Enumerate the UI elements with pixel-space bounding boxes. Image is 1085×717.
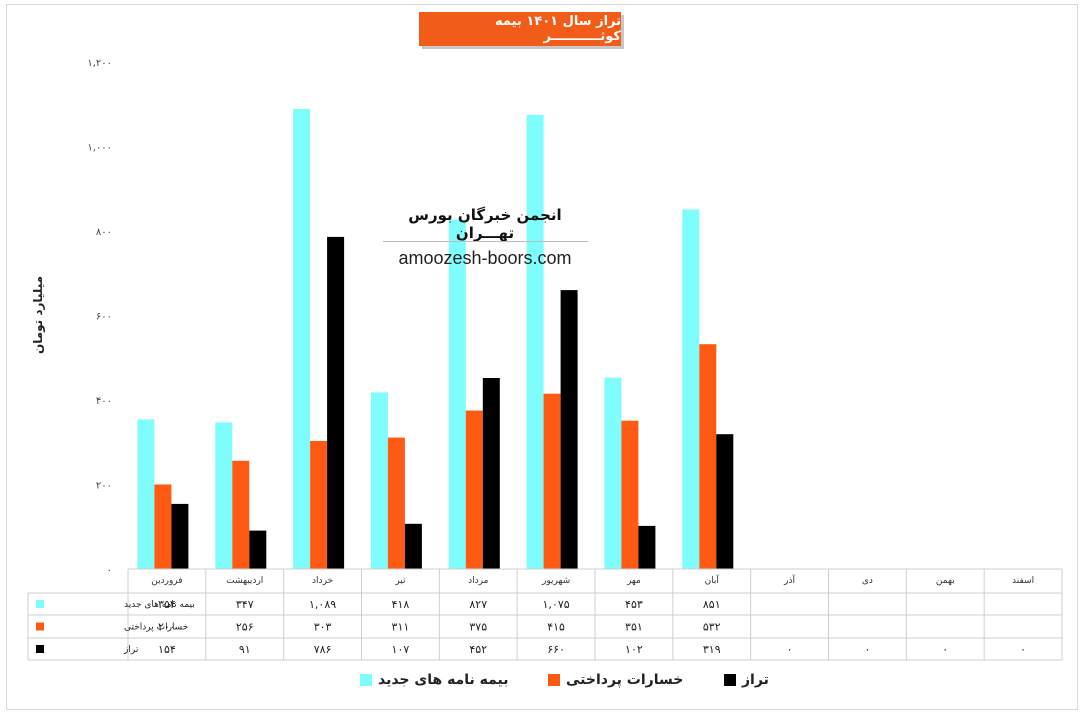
table-cell-value: ۴۱۸ — [392, 598, 410, 611]
y-axis-label: میلیارد تومان — [31, 276, 46, 354]
table-cell-value: ۳۵۴ — [158, 598, 176, 611]
table-cell-value: ۱,۰۷۵ — [543, 598, 570, 611]
table-cell-value: ۲۵۶ — [236, 621, 254, 634]
table-cell-value: ۴۵۲ — [469, 643, 487, 656]
y-tick-label: ۲۰۰ — [96, 481, 112, 492]
legend-swatch-1 — [548, 674, 560, 686]
table-cell-value: ۹۱ — [239, 643, 251, 656]
bar-2-4 — [482, 378, 500, 569]
bar-0-0 — [137, 419, 155, 569]
row-legend-key-2 — [36, 645, 44, 653]
category-label: مرداد — [468, 576, 488, 586]
y-tick-label: ۸۰۰ — [96, 227, 112, 238]
table-cell-value: ۸۵۱ — [703, 598, 721, 611]
bar-2-3 — [404, 523, 422, 569]
y-tick-label: ۱,۲۰۰ — [87, 58, 112, 69]
bar-0-4 — [448, 219, 466, 569]
y-tick-label: ۰ — [107, 565, 112, 576]
category-label: آذر — [783, 574, 795, 586]
bar-0-3 — [370, 392, 388, 569]
watermark-divider — [383, 241, 588, 242]
category-label: تیر — [394, 576, 406, 586]
bar-0-7 — [682, 209, 700, 569]
bar-0-6 — [604, 377, 622, 569]
bar-0-2 — [293, 108, 311, 570]
bar-2-7 — [716, 434, 734, 569]
legend-label-2: تراز — [742, 672, 769, 688]
category-label: فروردین — [151, 576, 182, 586]
legend-item-1: خسارات پرداختی — [548, 672, 683, 688]
chart-legend: بیمه نامه های جدید خسارات پرداختی تراز — [0, 672, 1085, 696]
bar-2-2 — [327, 236, 345, 569]
bar-2-6 — [638, 525, 656, 569]
category-label: آبان — [705, 574, 720, 586]
table-cell-value: ۰ — [864, 643, 870, 656]
bar-1-7 — [699, 344, 717, 569]
chart-frame — [6, 4, 1078, 710]
row-label-0: بیمه نامه های جدید — [124, 600, 195, 610]
bar-1-4 — [465, 410, 483, 569]
row-legend-key-1 — [36, 622, 44, 631]
legend-label-0: بیمه نامه های جدید — [378, 672, 509, 688]
legend-swatch-0 — [360, 674, 372, 686]
bar-1-5 — [543, 393, 561, 569]
bar-1-2 — [310, 441, 328, 569]
category-label: مهر — [626, 576, 641, 586]
bar-0-5 — [526, 114, 544, 570]
category-label: شهریور — [541, 576, 570, 586]
bar-2-5 — [560, 290, 578, 569]
bar-2-0 — [171, 503, 189, 569]
chart-title: تراز سال ۱۴۰۱ بیمه کوثـــــــــــر — [419, 12, 621, 46]
table-cell-value: ۲۰۰ — [158, 621, 176, 634]
bar-1-6 — [621, 420, 639, 569]
legend-label-1: خسارات پرداختی — [566, 672, 684, 688]
bar-1-1 — [232, 460, 250, 569]
table-cell-value: ۳۷۵ — [469, 621, 487, 634]
table-cell-value: ۳۱۹ — [703, 643, 721, 656]
bar-0-1 — [215, 422, 233, 569]
legend-swatch-2 — [724, 674, 736, 686]
table-cell-value: ۱۵۴ — [158, 643, 176, 656]
legend-item-2: تراز — [724, 672, 769, 688]
y-tick-label: ۶۰۰ — [96, 312, 112, 323]
watermark-url: amoozesh-boors.com — [398, 248, 572, 268]
table-cell-value: ۳۵۱ — [625, 621, 643, 634]
table-cell-value: ۴۵۳ — [625, 598, 643, 611]
table-cell-value: ۳۴۷ — [236, 598, 254, 611]
row-label-2: تراز — [123, 645, 139, 655]
table-cell-value: ۶۶۰ — [547, 643, 565, 656]
bar-1-3 — [387, 437, 405, 569]
table-cell-value: ۵۳۲ — [703, 621, 721, 634]
row-label-1: خسارات پرداختی — [124, 623, 188, 633]
category-label: بهمن — [936, 576, 955, 586]
table-cell-value: ۷۸۶ — [314, 643, 332, 656]
table-cell-value: ۱,۰۸۹ — [309, 598, 336, 611]
category-label: اردیبهشت — [226, 576, 263, 586]
table-cell-value: ۴۱۵ — [547, 621, 565, 634]
category-label: اسفند — [1012, 576, 1034, 586]
y-tick-label: ۱,۰۰۰ — [87, 143, 112, 154]
table-cell-value: ۰ — [942, 643, 948, 656]
bar-1-0 — [154, 484, 172, 569]
category-label: خرداد — [312, 576, 333, 586]
table-cell-value: ۰ — [787, 643, 793, 656]
row-legend-key-0 — [36, 600, 44, 608]
table-cell-value: ۳۱۱ — [392, 621, 410, 634]
table-cell-value: ۰ — [1020, 643, 1026, 656]
category-label: دی — [862, 576, 873, 586]
y-tick-label: ۴۰۰ — [96, 396, 112, 407]
legend-item-0: بیمه نامه های جدید — [360, 672, 508, 688]
table-cell-value: ۱۰۷ — [392, 643, 410, 656]
bar-2-1 — [249, 530, 267, 569]
watermark-title: انجمن خبرگان بورس تهـــران — [408, 206, 562, 242]
table-cell-value: ۳۰۳ — [314, 621, 332, 634]
table-cell-value: ۸۲۷ — [469, 598, 487, 611]
table-cell-value: ۱۰۲ — [625, 643, 643, 656]
